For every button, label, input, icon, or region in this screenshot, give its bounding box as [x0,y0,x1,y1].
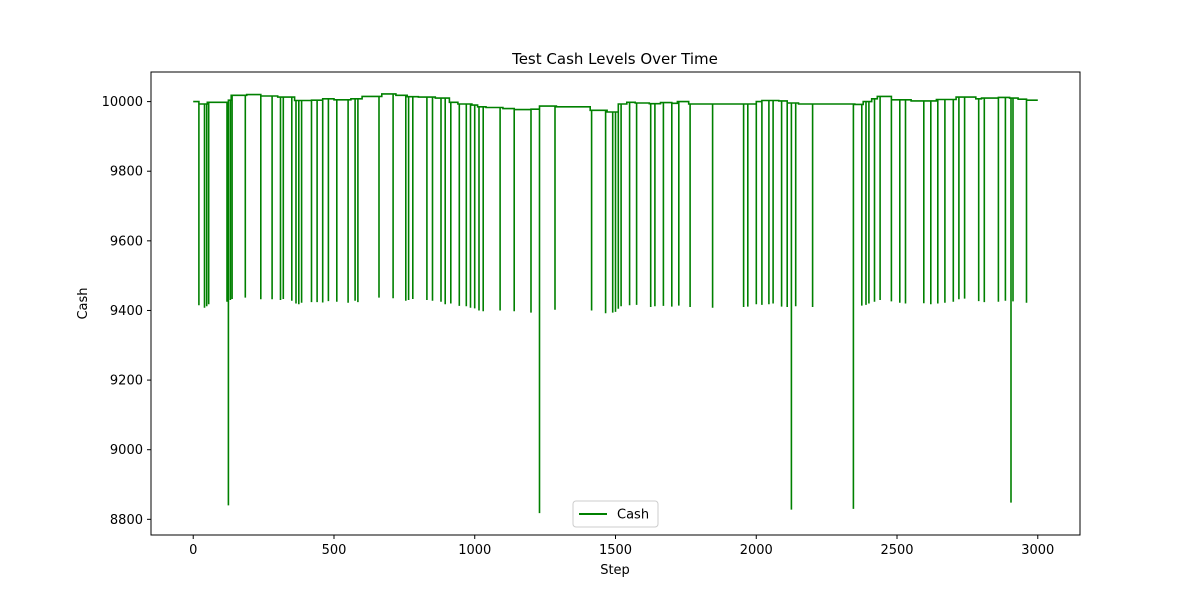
x-tick-label: 500 [322,543,347,558]
x-tick-label: 0 [189,543,197,558]
series-line-cash [193,93,1038,514]
x-axis-title: Step [600,563,630,578]
x-tick-label: 1000 [458,543,491,558]
y-tick-label: 9000 [110,443,143,458]
x-tick-label: 1500 [599,543,632,558]
y-axis-title: Cash [76,287,91,319]
y-tick-label: 8800 [110,513,143,528]
y-tick-label: 9200 [110,374,143,389]
legend-label-cash: Cash [617,508,649,523]
legend: Cash [572,500,659,528]
x-tick-label: 2000 [740,543,773,558]
y-tick-label: 9400 [110,304,143,319]
y-tick-label: 9800 [110,165,143,180]
x-tick-label: 3000 [1021,543,1054,558]
plot-area [193,93,1038,514]
y-tick-label: 10000 [102,95,143,110]
y-axis: 8800 9000 9200 9400 9600 9800 10000 [102,95,151,528]
legend-box [572,500,659,528]
x-axis: 0 500 1000 1500 2000 2500 3000 [189,535,1054,558]
y-tick-label: 9600 [110,234,143,249]
chart-title: Test Cash Levels Over Time [511,50,718,68]
plot-frame [150,71,1081,536]
x-tick-label: 2500 [880,543,913,558]
